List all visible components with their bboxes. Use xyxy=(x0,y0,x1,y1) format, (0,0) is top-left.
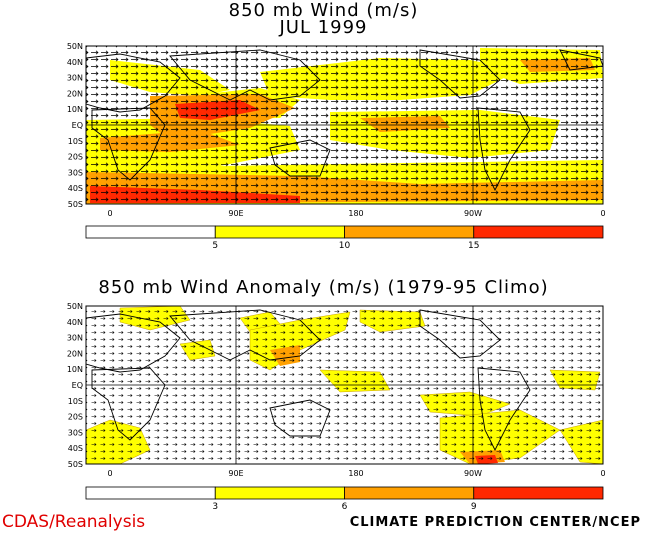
lat-tick-label: 40S xyxy=(68,184,83,193)
colorbar-tick-label: 6 xyxy=(342,502,348,512)
lon-tick-label: 0 xyxy=(600,209,605,218)
lon-tick-label: 180 xyxy=(348,209,363,218)
lon-tick-label: 0 xyxy=(107,469,112,478)
map2-coastlines xyxy=(86,309,531,452)
lat-tick-label: 10S xyxy=(68,137,83,146)
lat-tick-label: 20S xyxy=(68,153,83,162)
lat-tick-label: 30S xyxy=(68,428,83,437)
map1-lat-labels: 50N 40N 30N 20N 10N EQ 10S 20S 30S 40S 50S xyxy=(67,42,83,209)
map1-title: 850 mb Wind (m/s) xyxy=(228,0,419,21)
colorbar-tick-label: 9 xyxy=(471,502,477,512)
lat-tick-label: 40S xyxy=(68,444,83,453)
colorbar-segment xyxy=(344,486,475,500)
lat-tick-label: 20S xyxy=(68,413,83,422)
lat-tick-label: 20N xyxy=(67,89,83,98)
lat-tick-label: 10N xyxy=(67,105,83,114)
colorbar-segment xyxy=(473,486,604,500)
lat-tick-label: 50S xyxy=(68,200,83,209)
colorbar-segment xyxy=(85,225,216,239)
source-label: CDAS/Reanalysis xyxy=(2,512,146,532)
lat-tick-label: 50S xyxy=(68,460,83,469)
colorbar-segment xyxy=(473,225,604,239)
colorbar-tick-label: 5 xyxy=(212,241,218,251)
map1-gridlines xyxy=(86,46,603,204)
center-label: CLIMATE PREDICTION CENTER/NCEP xyxy=(349,515,641,530)
map1-colorbar: 5 10 15 xyxy=(85,225,604,251)
lat-tick-label: 40N xyxy=(67,58,83,67)
lon-tick-label: 90E xyxy=(228,209,243,218)
lon-tick-label: 90W xyxy=(464,469,482,478)
colorbar-segment xyxy=(85,486,216,500)
lat-tick-label: 50N xyxy=(67,302,83,311)
colorbar-tick-label: 15 xyxy=(468,241,479,251)
lat-tick-label: 30N xyxy=(67,74,83,83)
lat-tick-label: 30S xyxy=(68,168,83,177)
colorbar-segment xyxy=(214,486,345,500)
lon-tick-label: 90E xyxy=(228,469,243,478)
lat-tick-label: 30N xyxy=(67,334,83,343)
lat-tick-label: 50N xyxy=(67,42,83,51)
lat-tick-label: 20N xyxy=(67,349,83,358)
colorbar-segment xyxy=(344,225,475,239)
colorbar-tick-label: 10 xyxy=(339,241,351,251)
lat-tick-label: 10S xyxy=(68,397,83,406)
map2-gridlines xyxy=(86,306,603,464)
map2-lat-labels: 50N 40N 30N 20N 10N EQ 10S 20S 30S 40S 50S xyxy=(67,302,83,469)
lon-tick-label: 0 xyxy=(107,209,112,218)
lat-tick-label: EQ xyxy=(72,121,83,130)
map2-title: 850 mb Wind Anomaly (m/s) (1979-95 Climo… xyxy=(98,277,549,298)
map2-lon-labels: 0 90E 180 90W 0 xyxy=(107,469,605,478)
lon-tick-label: 0 xyxy=(600,469,605,478)
lat-tick-label: 40N xyxy=(67,318,83,327)
colorbar-tick-label: 3 xyxy=(212,502,218,512)
lat-tick-label: EQ xyxy=(72,381,83,390)
lon-tick-label: 90W xyxy=(464,209,482,218)
lon-tick-label: 180 xyxy=(348,469,363,478)
colorbar-segment xyxy=(214,225,345,239)
map2-colorbar: 3 6 9 xyxy=(85,486,604,512)
lat-tick-label: 10N xyxy=(67,365,83,374)
map1-subtitle: JUL 1999 xyxy=(279,17,368,38)
map1-lon-labels: 0 90E 180 90W 0 xyxy=(107,209,605,218)
map1-coastlines xyxy=(86,49,603,192)
